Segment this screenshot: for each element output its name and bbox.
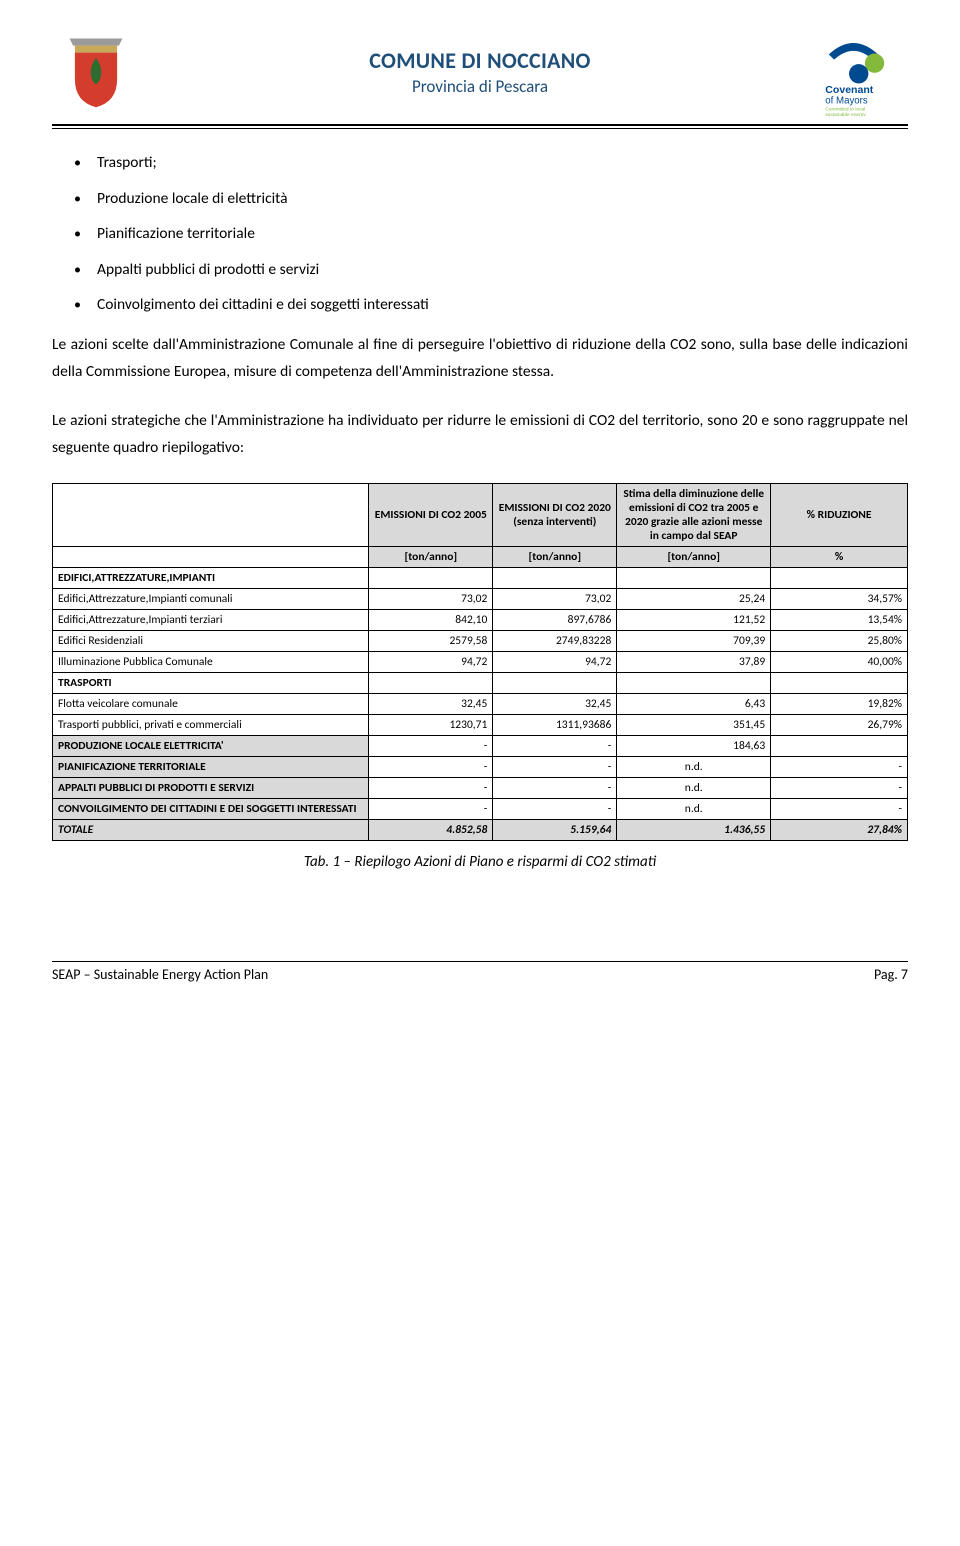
- col-unit: [ton/anno]: [493, 547, 617, 568]
- summary-table: EMISSIONI DI CO2 2005 EMISSIONI DI CO2 2…: [52, 483, 908, 841]
- header-center: COMUNE DI NOCCIANO Provincia di Pescara: [140, 47, 820, 97]
- page-header: COMUNE DI NOCCIANO Provincia di Pescara …: [52, 28, 908, 116]
- col-unit: %: [771, 547, 908, 568]
- crest-icon: [52, 28, 140, 116]
- table-total-row: TOTALE 4.852,58 5.159,64 1.436,55 27,84%: [53, 820, 908, 841]
- page-footer: SEAP – Sustainable Energy Action Plan Pa…: [52, 966, 908, 983]
- table-row: APPALTI PUBBLICI DI PRODOTTI E SERVIZI -…: [53, 778, 908, 799]
- table-row: CONVOILGIMENTO DEI CITTADINI E DEI SOGGE…: [53, 799, 908, 820]
- table-caption: Tab. 1 – Riepilogo Azioni di Piano e ris…: [52, 853, 908, 871]
- covenant-of-mayors-logo: Covenant of Mayors Committed to local su…: [820, 28, 908, 116]
- footer-rule: [52, 961, 908, 962]
- paragraph-2: Le azioni strategiche che l'Amministrazi…: [52, 407, 908, 461]
- table-row: Trasporti pubblici, privati e commercial…: [53, 715, 908, 736]
- bullet-item: Coinvolgimento dei cittadini e dei sogge…: [74, 295, 908, 315]
- bullet-item: Appalti pubblici di prodotti e servizi: [74, 260, 908, 280]
- table-row: Edifici,Attrezzature,Impianti terziari 8…: [53, 610, 908, 631]
- paragraph-1: Le azioni scelte dall'Amministrazione Co…: [52, 331, 908, 385]
- table-header-row: EMISSIONI DI CO2 2005 EMISSIONI DI CO2 2…: [53, 484, 908, 547]
- header-rule-thin: [52, 128, 908, 129]
- col-header: % RIDUZIONE: [771, 484, 908, 547]
- footer-right: Pag. 7: [874, 966, 908, 983]
- bullet-item: Trasporti;: [74, 153, 908, 173]
- svg-text:Covenant: Covenant: [825, 84, 874, 96]
- svg-text:Committed to local: Committed to local: [825, 107, 865, 113]
- col-unit: [ton/anno]: [369, 547, 493, 568]
- table-units-row: [ton/anno] [ton/anno] [ton/anno] %: [53, 547, 908, 568]
- table-row: PIANIFICAZIONE TERRITORIALE - - n.d. -: [53, 757, 908, 778]
- header-title: COMUNE DI NOCCIANO: [140, 47, 820, 74]
- col-header: EMISSIONI DI CO2 2005: [369, 484, 493, 547]
- table-row: Flotta veicolare comunale 32,45 32,45 6,…: [53, 694, 908, 715]
- section-header-row: EDIFICI,ATTREZZATURE,IMPIANTI: [53, 568, 908, 589]
- section-header-row: TRASPORTI: [53, 673, 908, 694]
- table-row: Edifici,Attrezzature,Impianti comunali 7…: [53, 589, 908, 610]
- col-unit: [ton/anno]: [617, 547, 771, 568]
- table-row: Edifici Residenziali 2579,58 2749,83228 …: [53, 631, 908, 652]
- col-header: EMISSIONI DI CO2 2020 (senza interventi): [493, 484, 617, 547]
- bullet-list: Trasporti; Produzione locale di elettric…: [74, 153, 908, 315]
- header-subtitle: Provincia di Pescara: [140, 76, 820, 97]
- bullet-item: Pianificazione territoriale: [74, 224, 908, 244]
- covenant-icon: Covenant of Mayors Committed to local su…: [820, 28, 908, 116]
- table-row: PRODUZIONE LOCALE ELETTRICITA' - - 184,6…: [53, 736, 908, 757]
- header-rule-thick: [52, 124, 908, 126]
- page: COMUNE DI NOCCIANO Provincia di Pescara …: [0, 0, 960, 1007]
- footer-left: SEAP – Sustainable Energy Action Plan: [52, 966, 268, 983]
- col-header: Stima della diminuzione delle emissioni …: [617, 484, 771, 547]
- municipal-crest-logo: [52, 28, 140, 116]
- svg-text:sustainable energy: sustainable energy: [825, 112, 866, 116]
- bullet-item: Produzione locale di elettricità: [74, 189, 908, 209]
- svg-text:of Mayors: of Mayors: [825, 96, 868, 107]
- table-row: Illuminazione Pubblica Comunale 94,72 94…: [53, 652, 908, 673]
